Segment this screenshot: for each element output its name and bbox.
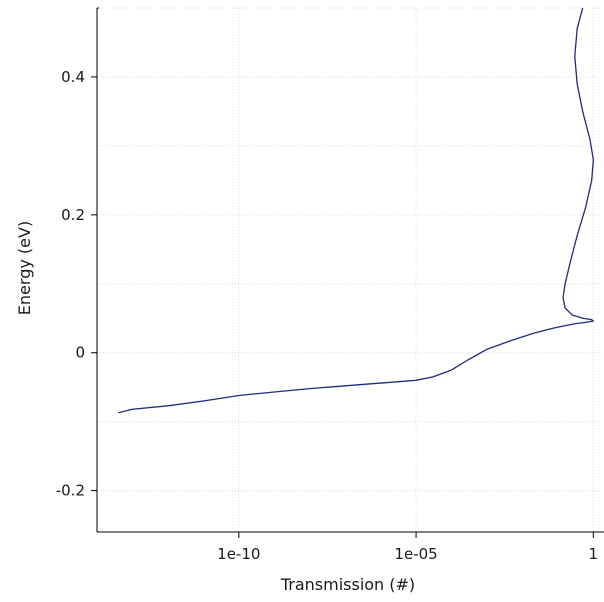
- x-axis-label: Transmission (#): [280, 575, 415, 594]
- x-tick-label: 1e-10: [217, 545, 260, 563]
- y-axis-ticks: -0.2 0 0.2 0.4: [56, 68, 97, 500]
- series-line: [118, 7, 594, 414]
- series-group: [118, 7, 594, 414]
- grid: [97, 7, 604, 532]
- x-axis-ticks: 1e-10 1e-05 1: [217, 532, 598, 563]
- y-tick-label: 0: [75, 344, 85, 362]
- axes: [96, 7, 604, 533]
- y-tick-label: 0.4: [61, 68, 85, 86]
- y-axis-label: Energy (eV): [15, 221, 34, 315]
- y-tick-label: -0.2: [56, 482, 85, 500]
- y-tick-label: 0.2: [61, 206, 85, 224]
- x-tick-label: 1: [589, 545, 599, 563]
- x-tick-label: 1e-05: [394, 545, 437, 563]
